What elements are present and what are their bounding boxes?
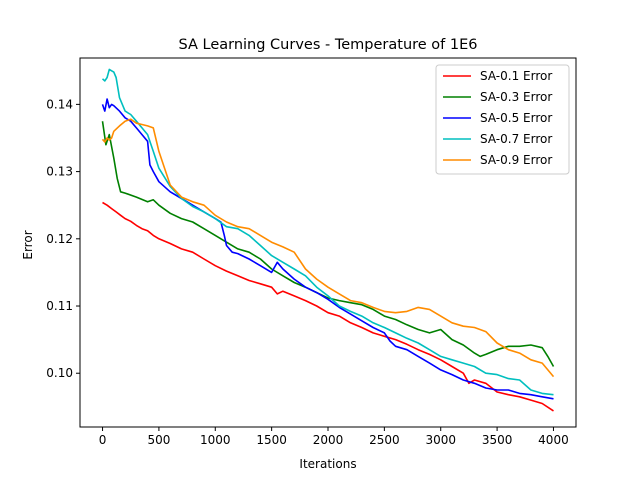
x-tick-label: 0 [99,433,107,447]
legend-label: SA-0.3 Error [480,90,552,104]
x-tick-label: 3000 [425,433,456,447]
x-axis: 0 500 1000 1500 2000 2500 3000 3500 4000 [99,427,569,447]
y-axis: 0.10 0.11 0.12 0.13 0.14 [46,97,80,380]
y-tick-label: 0.13 [46,165,73,179]
plot-area [101,68,555,412]
series-line-4 [101,68,554,396]
legend-label: SA-0.9 Error [480,153,552,167]
legend-box [435,64,570,175]
chart-title: SA Learning Curves - Temperature of 1E6 [179,37,478,53]
legend-label: SA-0.7 Error [480,132,552,146]
x-tick-label: 2500 [369,433,400,447]
y-tick-label: 0.10 [46,366,73,380]
x-tick-label: 500 [147,433,170,447]
y-tick-label: 0.11 [46,299,73,313]
legend-label: SA-0.5 Error [480,111,552,125]
y-tick-label: 0.14 [46,97,73,111]
y-axis-title: Error [21,230,35,259]
series-line-5 [101,118,555,378]
x-tick-label: 1500 [256,433,287,447]
x-axis-title: Iterations [299,457,356,471]
legend: SA-0.1 Error SA-0.3 Error SA-0.5 Error SA-0… [435,64,570,175]
x-tick-label: 3500 [482,433,513,447]
y-tick-label: 0.12 [46,232,73,246]
series-line-1 [102,201,554,412]
legend-label: SA-0.1 Error [480,69,552,83]
series-line-3 [101,98,554,400]
x-tick-label: 1000 [200,433,231,447]
x-tick-label: 4000 [538,433,569,447]
x-tick-label: 2000 [313,433,344,447]
